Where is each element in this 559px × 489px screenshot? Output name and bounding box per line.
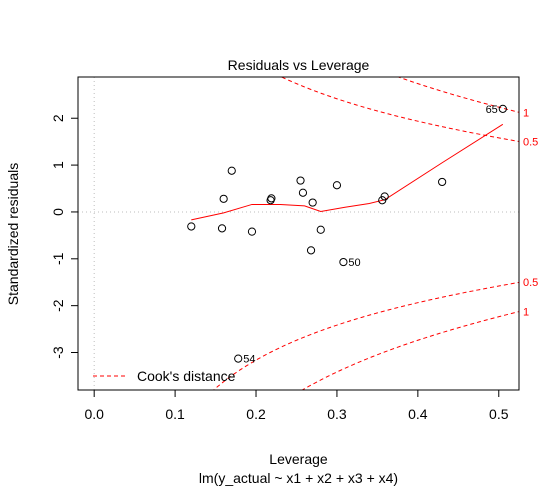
data-point (247, 227, 257, 236)
cook-level-label: 1 (523, 306, 529, 318)
data-point (308, 198, 317, 207)
data-point (296, 176, 305, 185)
data-point (380, 192, 389, 201)
data-point (187, 222, 196, 231)
x-tick-label: 0.5 (489, 406, 509, 422)
point-labels: 65 50 54 (243, 104, 498, 366)
x-axis: 0.0 0.1 0.2 0.3 0.4 0.5 (84, 389, 509, 422)
cook-labels: 1 0.5 0.5 1 (523, 108, 538, 319)
plot-frame (77, 76, 520, 391)
data-point (332, 181, 342, 190)
reference-lines (78, 77, 519, 390)
y-tick-label: 2 (50, 114, 66, 122)
cooks-distance-curves (212, 77, 519, 390)
data-point (267, 194, 276, 203)
y-tick-label: -2 (50, 299, 66, 312)
x-axis-label: Leverage (269, 451, 328, 467)
data-point (438, 177, 447, 187)
x-tick-label: 0.2 (246, 406, 266, 422)
data-point (306, 246, 316, 255)
model-formula-label: lm(y_actual ~ x1 + x2 + x3 + x4) (199, 470, 398, 486)
y-axis-label: Standardized residuals (5, 163, 21, 305)
y-axis: -3 -2 -1 0 1 2 (50, 114, 79, 359)
data-point (227, 166, 236, 175)
point-label: 65 (486, 104, 498, 116)
y-tick-label: -3 (50, 346, 66, 359)
data-point (234, 354, 243, 363)
x-tick-label: 0.1 (165, 406, 185, 422)
x-tick-label: 0.3 (327, 406, 347, 422)
data-point (219, 194, 228, 203)
smooth-line-group (191, 123, 504, 221)
legend-label: Cook's distance (137, 368, 236, 384)
data-points (187, 104, 507, 363)
data-point (217, 224, 227, 233)
point-label: 50 (348, 257, 360, 269)
cook-level-label: 0.5 (523, 277, 538, 289)
data-point (298, 188, 308, 197)
data-point (498, 104, 507, 113)
cook-level-label: 1 (523, 108, 529, 120)
point-label: 54 (243, 354, 255, 366)
data-point (316, 225, 325, 234)
smooth-line (191, 123, 504, 221)
x-tick-label: 0.0 (84, 406, 104, 422)
y-tick-label: 0 (50, 208, 66, 216)
y-tick-label: -1 (50, 252, 66, 265)
legend: Cook's distance (93, 368, 236, 384)
x-tick-label: 0.4 (408, 406, 428, 422)
cook-level-label: 0.5 (523, 137, 538, 149)
data-point (339, 257, 348, 267)
y-tick-label: 1 (50, 161, 66, 169)
cook-curve-1-lower (301, 311, 519, 390)
chart-title: Residuals vs Leverage (228, 57, 370, 73)
cook-curve-0.5-lower (212, 281, 519, 390)
cook-curve-0.5-upper (280, 77, 519, 142)
